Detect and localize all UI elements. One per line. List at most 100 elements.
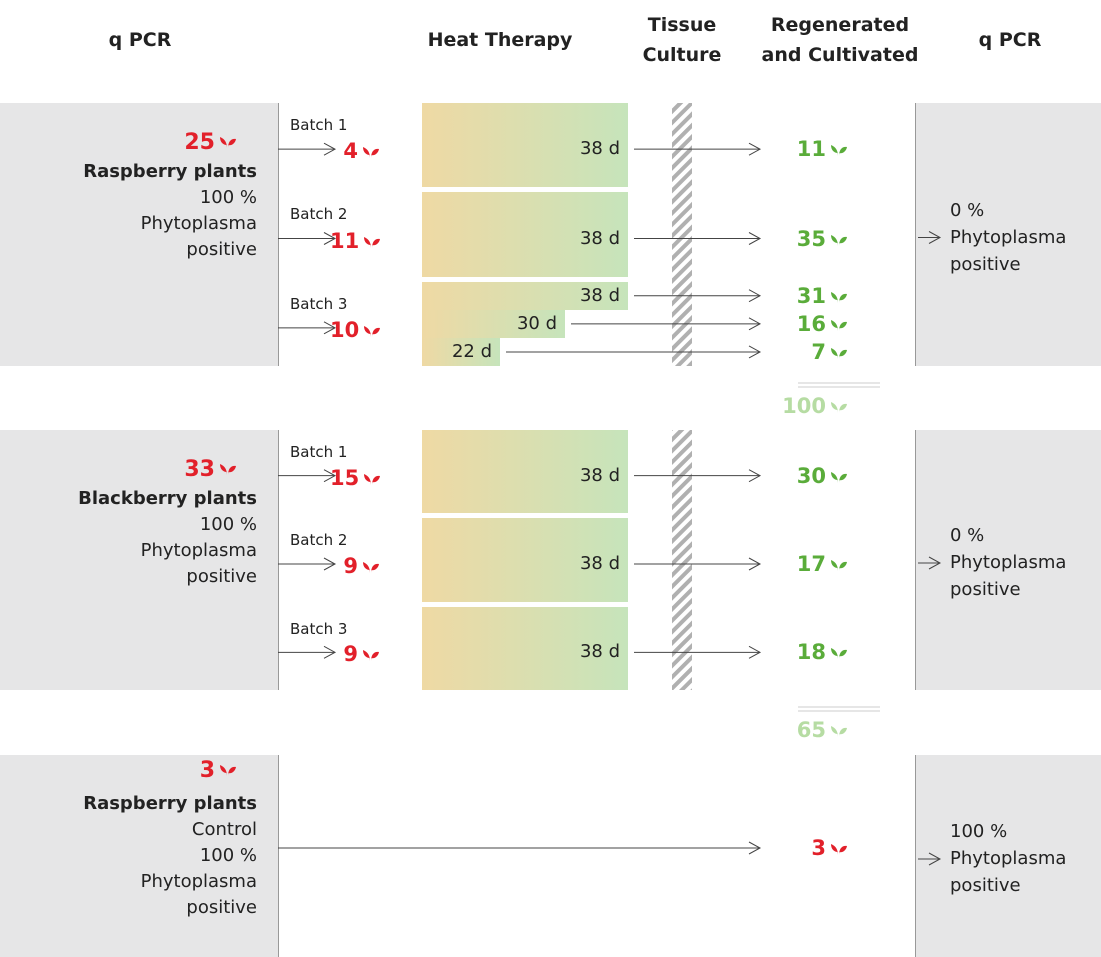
heat-bar — [422, 281, 628, 310]
duration: 22 d — [422, 339, 492, 365]
input-line: positive — [0, 564, 257, 590]
sprout — [831, 347, 847, 359]
sprout-icon — [830, 464, 848, 490]
sprout-icon — [363, 318, 381, 344]
outcome-line: 100 % — [950, 819, 1100, 845]
heat-bar — [422, 309, 565, 338]
input-count: 25 — [0, 130, 237, 156]
duration: 38 d — [422, 463, 620, 489]
sprout-icon — [219, 130, 237, 156]
outcome-line: positive — [950, 873, 1100, 899]
arrow-head — [748, 289, 762, 303]
result-count-text: 31 — [796, 283, 826, 308]
column-header: Heat Therapy — [400, 25, 600, 55]
sprout-icon — [219, 457, 237, 483]
outcome-line: Phytoplasma — [950, 846, 1100, 872]
result-count: 16 — [780, 311, 848, 337]
input-panel — [0, 430, 279, 690]
batch-label: Batch 2 — [290, 527, 370, 553]
total-count: 65 — [760, 717, 848, 743]
input-count-text: 33 — [184, 457, 215, 482]
input-panel — [0, 755, 279, 957]
sprout-icon — [830, 340, 848, 366]
heat-bar — [422, 337, 500, 366]
batch-label-text: Batch 2 — [290, 205, 348, 224]
arrow-head — [928, 852, 942, 866]
plant-name-text: Raspberry plants — [83, 793, 257, 814]
input-line-text: positive — [186, 566, 257, 587]
result-count-text: 35 — [796, 226, 826, 251]
outcome-line: Phytoplasma — [950, 550, 1100, 576]
outcome-line-text: 0 % — [950, 525, 985, 546]
outcome-line-text: Phytoplasma — [950, 552, 1067, 573]
result-count-text: 7 — [811, 339, 826, 364]
duration: 38 d — [422, 551, 620, 577]
sprout — [831, 844, 847, 855]
arrow-head — [748, 469, 762, 483]
batch-label-text: Batch 1 — [290, 116, 348, 134]
output-panel — [915, 430, 1101, 690]
result-count-text: 3 — [811, 836, 826, 860]
heat-bar — [422, 192, 628, 277]
result-count: 18 — [780, 639, 848, 665]
sprout — [363, 562, 379, 573]
batch-count: 4 — [330, 138, 380, 164]
batch-label-text: Batch 3 — [290, 619, 348, 638]
sprout-icon — [830, 552, 848, 578]
arrow-head — [323, 142, 337, 156]
input-line-text: 100 % — [199, 514, 257, 535]
heat-bar — [422, 606, 628, 690]
column-header-text: Heat Therapy — [427, 29, 573, 51]
duration-text: 38 d — [579, 553, 620, 574]
sprout-icon — [362, 554, 380, 580]
plant-name: Blackberry plants — [0, 486, 257, 512]
batch-count: 9 — [330, 641, 380, 667]
duration: 38 d — [422, 639, 620, 665]
sprout-icon — [830, 718, 848, 744]
duration: 30 d — [422, 311, 557, 337]
plant-name: Raspberry plants — [0, 159, 257, 185]
sprout-icon — [363, 466, 381, 492]
result-count: 7 — [780, 339, 848, 365]
result-count-text: 16 — [796, 311, 826, 336]
batch-label-text: Batch 3 — [290, 294, 348, 313]
column-header: q PCR — [40, 25, 240, 55]
result-count-text: 11 — [796, 137, 826, 162]
duration-text: 38 d — [579, 464, 620, 486]
input-line-text: Control — [191, 819, 257, 840]
arrow-head — [748, 317, 762, 331]
arrow-head — [323, 469, 337, 483]
input-count-text: 3 — [199, 758, 215, 783]
arrow-head — [323, 557, 337, 571]
column-header-text: q PCR — [978, 29, 1042, 51]
outcome-line-text: 100 % — [950, 821, 1008, 842]
batch-label: Batch 3 — [290, 616, 370, 642]
tissue-culture-column — [672, 430, 692, 690]
batch-count-text: 9 — [343, 554, 358, 578]
batch-count: 10 — [330, 317, 381, 344]
total-count: 100 — [760, 393, 848, 419]
plant-name-text: Raspberry plants — [83, 161, 257, 182]
result-count: 11 — [780, 136, 848, 162]
outcome-line: 0 % — [950, 198, 1100, 224]
input-count: 33 — [0, 457, 237, 483]
total-count-text: 65 — [796, 718, 826, 742]
output-panel — [915, 103, 1101, 366]
duration: 38 d — [422, 136, 620, 162]
duration-text: 38 d — [579, 641, 620, 663]
outcome-line-text: 0 % — [950, 199, 985, 221]
sprout — [220, 464, 236, 475]
result-count: 30 — [780, 463, 848, 489]
input-line: Phytoplasma — [0, 211, 257, 237]
column-header-text: Tissue Culture — [642, 14, 722, 66]
result-count-text: 18 — [796, 640, 826, 665]
input-line: 100 % — [0, 512, 257, 538]
outcome-line: positive — [950, 577, 1100, 603]
input-line-text: positive — [186, 239, 257, 260]
arrow-head — [748, 645, 762, 659]
arrow-head — [323, 232, 337, 245]
sprout — [364, 473, 381, 485]
sprout — [831, 471, 847, 483]
arrow-head — [748, 345, 762, 359]
